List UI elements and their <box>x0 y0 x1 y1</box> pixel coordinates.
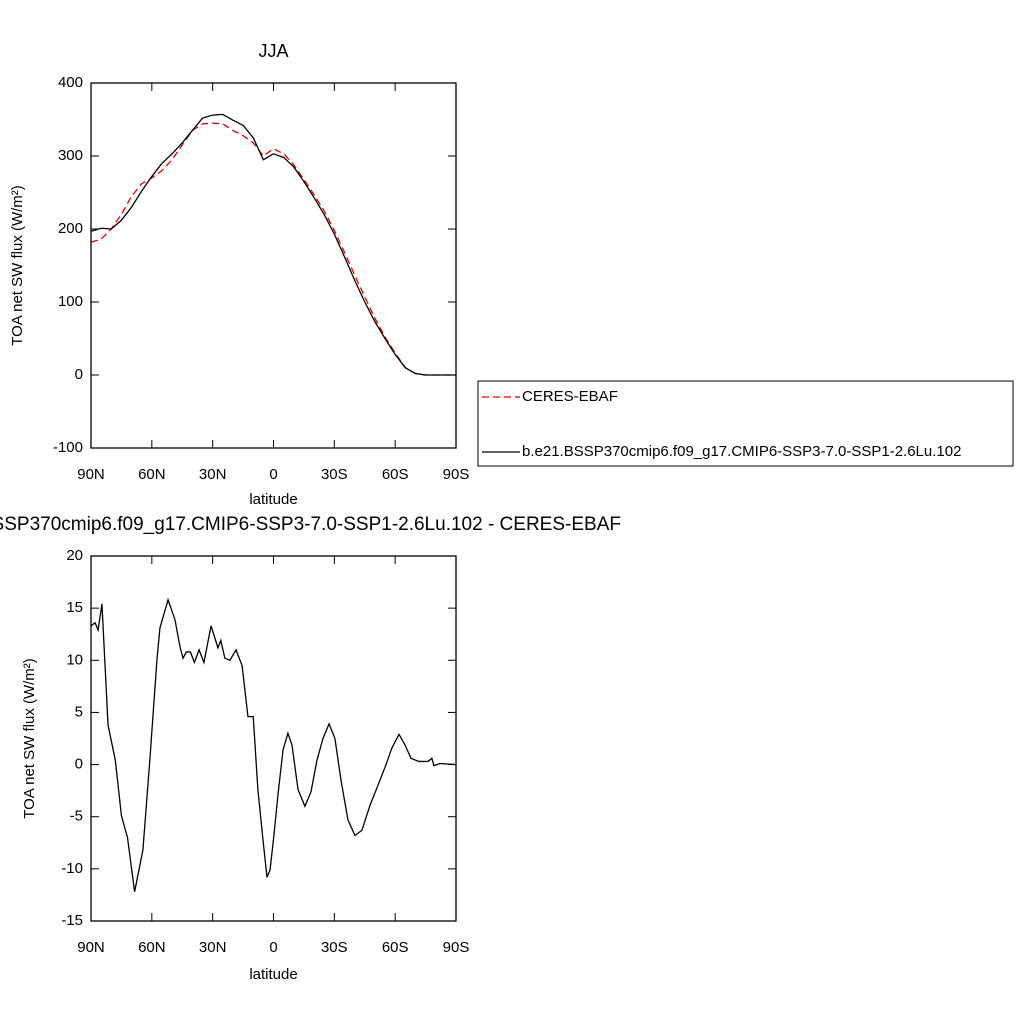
x-tick-label: 90N <box>77 939 105 956</box>
legend-label: b.e21.BSSP370cmip6.f09_g17.CMIP6-SSP3-7.… <box>522 443 961 460</box>
y-tick-label: -5 <box>70 808 83 825</box>
y-tick-label: 0 <box>75 756 83 773</box>
x-tick-label: 60N <box>138 939 166 956</box>
y-tick-label: 20 <box>66 547 83 564</box>
series-line <box>90 597 457 892</box>
legend-label: CERES-EBAF <box>522 388 618 405</box>
chart-title: b.e21.BSSP370cmip6.f09_g17.CMIP6-SSP3-7.… <box>0 514 621 535</box>
x-tick-label: 90N <box>77 466 105 483</box>
plot-frame <box>90 82 457 449</box>
x-tick-label: 90S <box>443 466 470 483</box>
y-tick-label: 400 <box>58 74 83 91</box>
y-tick-label: -15 <box>61 912 83 929</box>
y-tick-label: 200 <box>58 220 83 237</box>
x-tick-label: 90S <box>443 939 470 956</box>
legend-box <box>477 380 1014 467</box>
series-line <box>90 113 456 376</box>
x-tick-label: 60S <box>382 939 409 956</box>
chart-title: JJA <box>258 41 288 61</box>
y-tick-label: 10 <box>66 651 83 668</box>
x-tick-label: 0 <box>269 466 277 483</box>
x-axis-label: latitude <box>249 966 297 983</box>
x-axis-label: latitude <box>249 491 297 508</box>
x-tick-label: 60N <box>138 466 166 483</box>
y-axis-label: TOA net SW flux (W/m²) <box>21 658 38 819</box>
y-tick-label: -100 <box>53 439 83 456</box>
y-tick-label: 0 <box>75 366 83 383</box>
y-tick-label: 15 <box>66 599 83 616</box>
x-tick-label: 0 <box>269 939 277 956</box>
y-axis-label: TOA net SW flux (W/m²) <box>9 185 26 346</box>
x-tick-label: 30N <box>199 939 227 956</box>
x-tick-label: 30S <box>321 939 348 956</box>
y-tick-label: 300 <box>58 147 83 164</box>
y-tick-label: 5 <box>75 703 83 720</box>
plot-frame <box>90 555 457 922</box>
x-tick-label: 30N <box>199 466 227 483</box>
series-line <box>90 122 456 376</box>
x-tick-label: 30S <box>321 466 348 483</box>
y-tick-label: 100 <box>58 293 83 310</box>
x-tick-label: 60S <box>382 466 409 483</box>
y-tick-label: -10 <box>61 860 83 877</box>
